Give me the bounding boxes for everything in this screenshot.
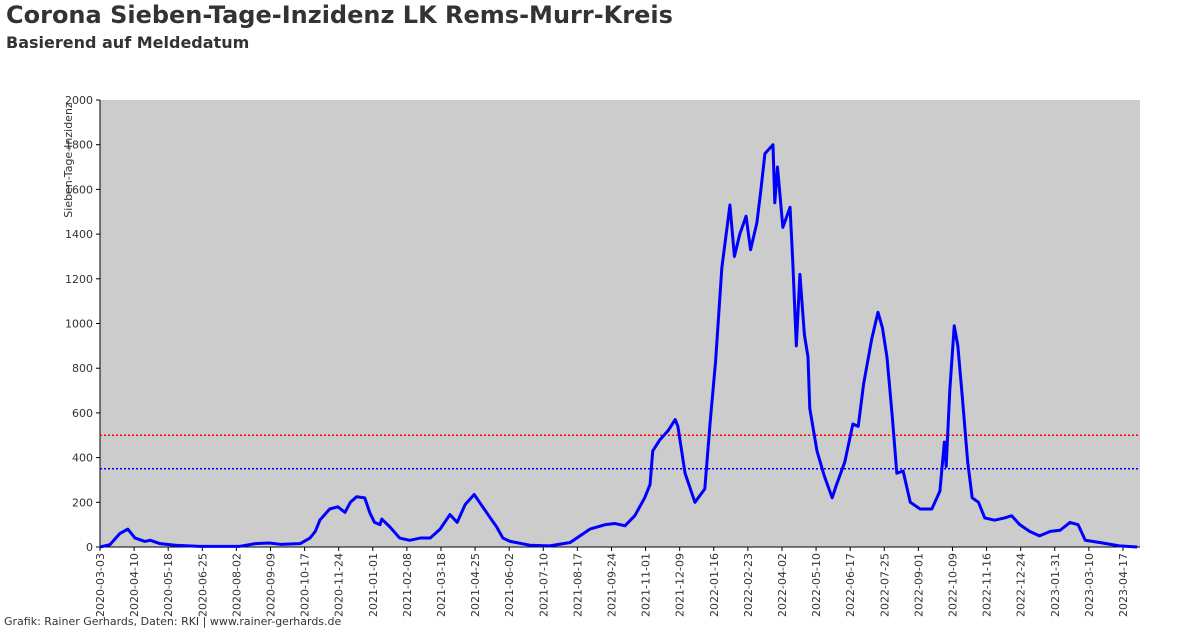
y-tick-label: 2000 [65, 94, 93, 107]
y-tick-label: 1200 [65, 273, 93, 286]
plot-area [100, 100, 1140, 547]
x-tick-label: 2021-06-02 [503, 553, 516, 617]
y-tick-label: 200 [72, 496, 93, 509]
x-tick-label: 2023-04-17 [1117, 553, 1130, 617]
x-tick-label: 2020-09-09 [264, 553, 277, 617]
y-tick-label: 600 [72, 407, 93, 420]
x-tick-label: 2020-11-24 [333, 553, 346, 617]
x-tick-label: 2022-12-24 [1015, 553, 1028, 617]
x-tick-label: 2020-10-17 [299, 553, 312, 617]
x-tick-label: 2022-07-25 [878, 553, 891, 617]
x-tick-label: 2023-03-10 [1083, 553, 1096, 617]
x-tick-label: 2022-09-01 [912, 553, 925, 617]
x-tick-label: 2021-03-18 [435, 553, 448, 617]
y-tick-label: 1000 [65, 318, 93, 331]
x-tick-label: 2020-03-03 [94, 553, 107, 617]
x-tick-label: 2021-07-10 [537, 553, 550, 617]
y-axis-label: Sieben-Tage-Inzidenz [62, 102, 75, 218]
x-tick-label: 2021-01-01 [367, 553, 380, 617]
x-tick-label: 2021-08-17 [571, 553, 584, 617]
x-tick-label: 2022-01-16 [708, 553, 721, 617]
chart-title: Corona Sieben-Tage-Inzidenz LK Rems-Murr… [6, 1, 673, 29]
y-tick-label: 400 [72, 452, 93, 465]
x-tick-label: 2020-06-25 [196, 553, 209, 617]
x-tick-label: 2021-11-01 [640, 553, 653, 617]
chart-subtitle: Basierend auf Meldedatum [6, 33, 249, 52]
y-tick-label: 0 [86, 541, 93, 554]
data-line [99, 143, 1138, 549]
x-tick-label: 2022-05-10 [810, 553, 823, 617]
x-tick-label: 2021-04-25 [469, 553, 482, 617]
x-tick-label: 2020-08-02 [230, 553, 243, 617]
x-tick-label: 2020-04-10 [128, 553, 141, 617]
y-tick-label: 1400 [65, 228, 93, 241]
x-tick-label: 2021-12-09 [674, 553, 687, 617]
x-tick-label: 2021-02-08 [401, 553, 414, 617]
y-tick-label: 1800 [65, 139, 93, 152]
footer: Grafik: Rainer Gerhards, Daten: RKI | ww… [4, 615, 342, 628]
y-tick-label: 1600 [65, 183, 93, 196]
y-tick-label: 800 [72, 362, 93, 375]
x-tick-label: 2021-09-24 [605, 553, 618, 617]
x-tick-label: 2023-01-31 [1049, 553, 1062, 617]
x-tick-label: 2022-02-23 [742, 553, 755, 617]
x-tick-label: 2022-10-09 [946, 553, 959, 617]
x-tick-label: 2022-06-17 [844, 553, 857, 617]
x-tick-label: 2020-05-18 [162, 553, 175, 617]
x-tick-label: 2022-04-02 [776, 553, 789, 617]
x-tick-label: 2022-11-16 [981, 553, 994, 617]
